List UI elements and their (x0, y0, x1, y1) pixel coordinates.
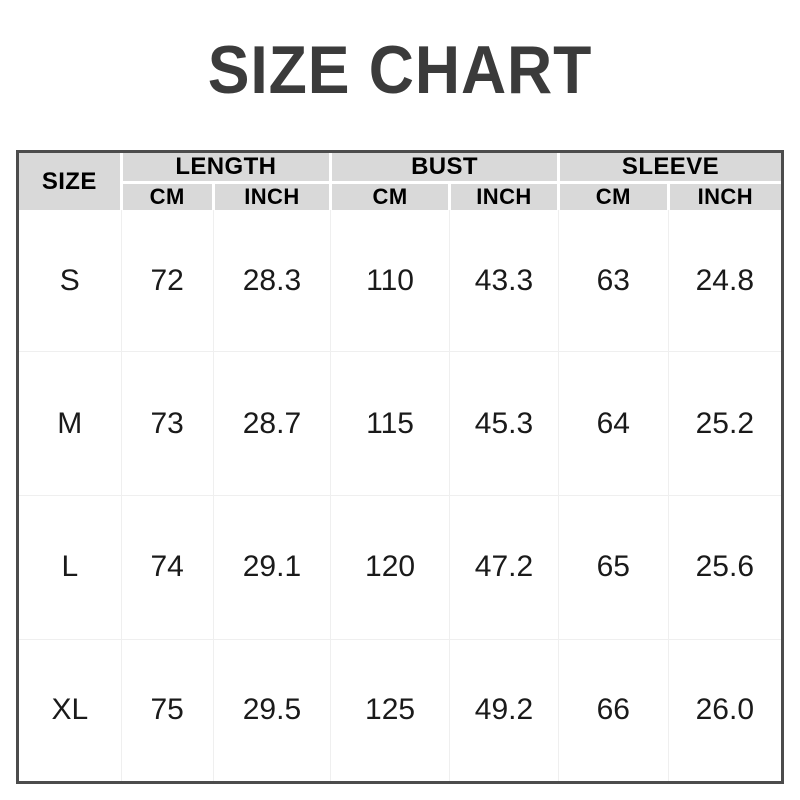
cell-sleeve-cm: 65 (558, 495, 669, 640)
header-unit-bust-cm: CM (330, 182, 451, 210)
header-unit-bust-inch: INCH (449, 182, 560, 210)
cell-length-cm: 74 (121, 495, 214, 640)
cell-bust-inch: 49.2 (449, 639, 559, 781)
cell-length-inch: 29.5 (213, 639, 332, 781)
cell-sleeve-inch: 26.0 (668, 639, 781, 781)
header-unit-length-cm: CM (121, 182, 215, 210)
cell-bust-inch: 45.3 (449, 351, 559, 496)
cell-bust-cm: 115 (330, 351, 450, 496)
cell-size: L (19, 495, 122, 640)
table-row: M 73 28.7 115 45.3 64 25.2 (19, 351, 781, 496)
cell-bust-cm: 125 (330, 639, 450, 781)
cell-size: M (19, 351, 122, 496)
cell-size: XL (19, 639, 122, 781)
header-size: SIZE (19, 153, 123, 210)
cell-sleeve-cm: 63 (558, 210, 669, 353)
cell-bust-inch: 47.2 (449, 495, 559, 640)
cell-sleeve-inch: 24.8 (668, 210, 781, 353)
table-header: SIZE LENGTH BUST SLEEVE CM INCH CM INCH … (19, 153, 781, 210)
cell-length-inch: 28.3 (213, 210, 332, 353)
cell-sleeve-cm: 64 (558, 351, 669, 496)
header-group-sleeve: SLEEVE (558, 153, 781, 184)
page-title: SIZE CHART (207, 32, 593, 108)
cell-length-cm: 75 (121, 639, 214, 781)
cell-bust-inch: 43.3 (449, 210, 559, 353)
cell-length-inch: 29.1 (213, 495, 332, 640)
cell-length-cm: 73 (121, 351, 214, 496)
cell-bust-cm: 120 (330, 495, 450, 640)
header-unit-sleeve-cm: CM (558, 182, 670, 210)
cell-length-cm: 72 (121, 210, 214, 353)
header-group-length: LENGTH (121, 153, 333, 184)
header-unit-length-inch: INCH (213, 182, 333, 210)
cell-size: S (19, 210, 122, 353)
size-chart-table-container: SIZE LENGTH BUST SLEEVE CM INCH CM INCH … (16, 150, 784, 784)
table-row: XL 75 29.5 125 49.2 66 26.0 (19, 639, 781, 781)
header-unit-sleeve-inch: INCH (668, 182, 781, 210)
header-row-units: CM INCH CM INCH CM INCH (19, 182, 781, 210)
table-body: S 72 28.3 110 43.3 63 24.8 M 73 28.7 115… (19, 210, 781, 781)
header-row-groups: SIZE LENGTH BUST SLEEVE (19, 153, 781, 210)
table-row: S 72 28.3 110 43.3 63 24.8 (19, 210, 781, 353)
header-group-bust: BUST (330, 153, 560, 184)
size-chart-table: SIZE LENGTH BUST SLEEVE CM INCH CM INCH … (19, 153, 781, 781)
cell-sleeve-inch: 25.6 (668, 495, 781, 640)
cell-length-inch: 28.7 (213, 351, 332, 496)
cell-sleeve-inch: 25.2 (668, 351, 781, 496)
cell-bust-cm: 110 (330, 210, 450, 353)
cell-sleeve-cm: 66 (558, 639, 669, 781)
table-row: L 74 29.1 120 47.2 65 25.6 (19, 495, 781, 640)
